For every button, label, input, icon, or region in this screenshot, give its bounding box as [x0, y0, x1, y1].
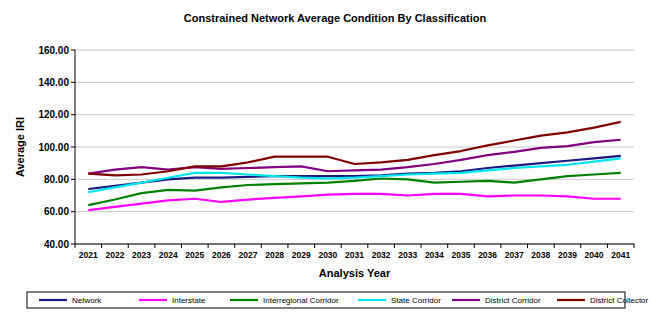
x-tick: [341, 244, 342, 248]
plot-area: [88, 122, 620, 210]
x-tick-label: 2031: [345, 250, 364, 260]
x-tick: [634, 244, 635, 248]
x-tick: [287, 244, 288, 248]
y-axis: [75, 50, 76, 244]
y-tick: [71, 50, 75, 51]
x-axis-label: Analysis Year: [319, 267, 391, 279]
legend-swatch: [230, 299, 258, 301]
x-tick-label: 2036: [478, 250, 497, 260]
x-tick: [474, 244, 475, 248]
x-tick: [554, 244, 555, 248]
legend-swatch: [557, 299, 585, 301]
grid-line: [75, 114, 634, 115]
chart: Constrained Network Average Condition By…: [0, 0, 650, 330]
x-tick-label: 2032: [372, 250, 391, 260]
x-tick: [527, 244, 528, 248]
x-tick: [208, 244, 209, 248]
y-tick-label: 60.00: [44, 206, 69, 217]
y-tick: [71, 114, 75, 115]
y-tick-label: 100.00: [38, 142, 69, 153]
x-tick-label: 2021: [79, 250, 98, 260]
series-line: [88, 122, 620, 175]
legend-label: Interstate: [172, 296, 206, 305]
x-tick-label: 2038: [531, 250, 550, 260]
x-tick: [101, 244, 102, 248]
legend-label: Network: [72, 296, 102, 305]
y-tick-label: 160.00: [38, 45, 69, 56]
legend-swatch: [358, 299, 386, 301]
x-tick: [261, 244, 262, 248]
legend-label: District Collector: [590, 296, 649, 305]
x-tick-label: 2034: [425, 250, 444, 260]
x-tick: [367, 244, 368, 248]
x-tick: [128, 244, 129, 248]
x-tick-label: 2025: [185, 250, 204, 260]
x-tick-label: 2035: [452, 250, 471, 260]
x-tick: [500, 244, 501, 248]
series-line: [88, 194, 620, 210]
title: Constrained Network Average Condition By…: [184, 12, 487, 24]
x-tick: [154, 244, 155, 248]
x-tick-label: 2041: [611, 250, 630, 260]
grid-line: [75, 244, 634, 245]
x-tick-label: 2030: [318, 250, 337, 260]
x-tick: [421, 244, 422, 248]
legend-label: Interregional Corridor: [263, 296, 339, 305]
background: [0, 0, 650, 330]
x-tick-label: 2028: [265, 250, 284, 260]
grid-line: [75, 50, 634, 51]
y-tick-label: 80.00: [44, 174, 69, 185]
x-tick: [234, 244, 235, 248]
x-tick-label: 2024: [159, 250, 178, 260]
x-tick: [447, 244, 448, 248]
grid-line: [75, 82, 634, 83]
y-tick: [71, 211, 75, 212]
y-tick: [71, 244, 75, 245]
x-tick-label: 2026: [212, 250, 231, 260]
legend-label: District Corridor: [485, 296, 541, 305]
y-tick: [71, 179, 75, 180]
x-tick: [181, 244, 182, 248]
x-tick: [75, 244, 76, 248]
x-tick: [314, 244, 315, 248]
legend-swatch: [452, 299, 480, 301]
y-axis-label: Average IRI: [14, 117, 26, 177]
legend-box: [27, 292, 625, 308]
x-tick: [607, 244, 608, 248]
x-tick-label: 2037: [505, 250, 524, 260]
y-tick: [71, 147, 75, 148]
x-tick-label: 2033: [398, 250, 417, 260]
legend-label: State Corridor: [391, 296, 441, 305]
x-axis: [75, 244, 634, 245]
y-tick-label: 140.00: [38, 77, 69, 88]
legend-swatch: [139, 299, 167, 301]
series-line: [88, 140, 620, 174]
legend-swatch: [39, 299, 67, 301]
grid-line: [75, 211, 634, 212]
y-tick-label: 120.00: [38, 109, 69, 120]
x-tick-label: 2023: [132, 250, 151, 260]
x-tick-label: 2039: [558, 250, 577, 260]
x-tick: [394, 244, 395, 248]
x-tick: [580, 244, 581, 248]
y-tick: [71, 82, 75, 83]
x-tick-label: 2029: [292, 250, 311, 260]
x-tick-label: 2027: [239, 250, 258, 260]
x-tick-label: 2022: [105, 250, 124, 260]
y-tick-label: 40.00: [44, 239, 69, 250]
series-line: [88, 156, 620, 189]
x-tick-label: 2040: [585, 250, 604, 260]
